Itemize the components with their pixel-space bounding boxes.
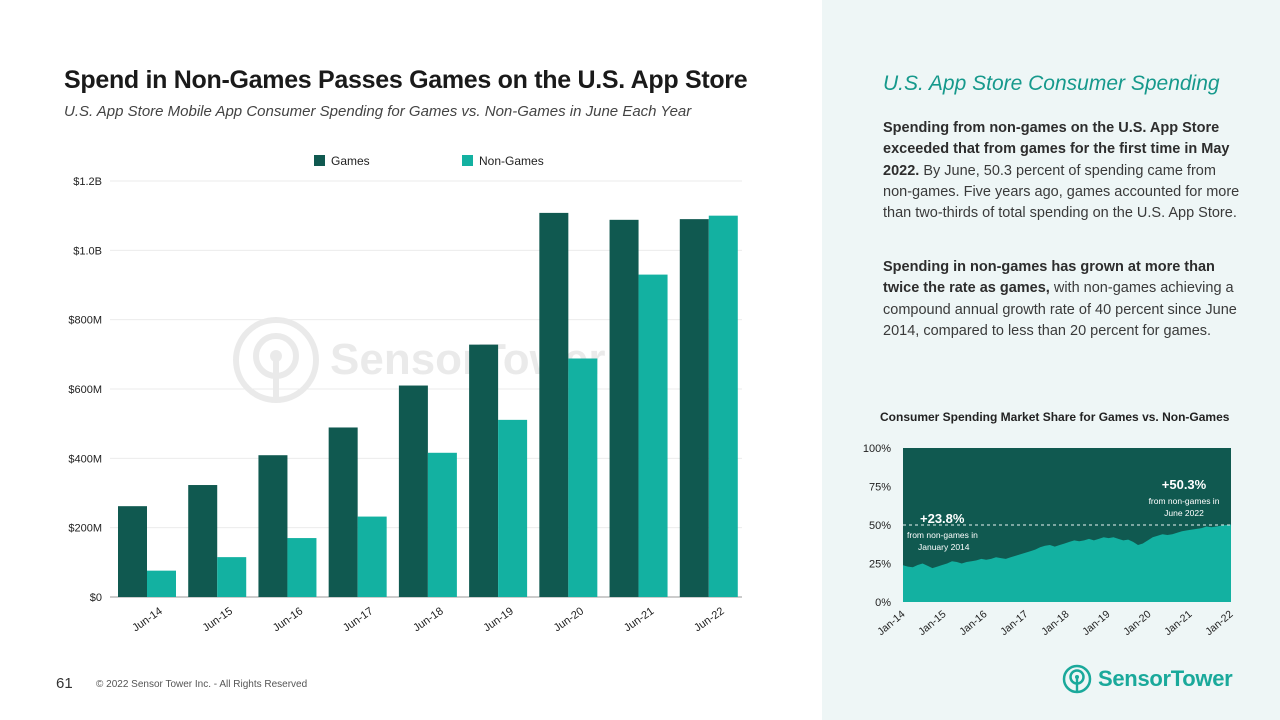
bar-games-jun-19 — [469, 344, 499, 597]
page-title: Spend in Non-Games Passes Games on the U… — [64, 66, 748, 94]
panel-paragraph-1-text: By June, 50.3 percent of spending came f… — [883, 162, 1240, 222]
page-subtitle: U.S. App Store Mobile App Consumer Spend… — [64, 103, 692, 120]
bar-x-tick-label: Jun-16 — [271, 605, 305, 634]
share-x-tick-label: Jan-14 — [875, 608, 907, 638]
bar-x-tick-label: Jun-22 — [692, 605, 726, 634]
legend-label-games: Games — [331, 154, 370, 168]
bar-non-games-jun-20 — [568, 358, 598, 597]
bar-non-games-jun-17 — [357, 516, 387, 597]
bar-games-jun-16 — [258, 455, 288, 597]
share-x-tick-label: Jan-20 — [1121, 608, 1153, 638]
bar-non-games-jun-15 — [217, 557, 247, 597]
bar-y-tick-label: $600M — [68, 384, 102, 396]
share-x-tick-label: Jan-19 — [1080, 608, 1112, 638]
bar-marks — [118, 212, 738, 597]
legend-label-non-games: Non-Games — [479, 154, 544, 168]
bar-non-games-jun-14 — [147, 570, 176, 597]
bar-y-tick-label: $1.0B — [73, 245, 102, 257]
share-chart-title: Consumer Spending Market Share for Games… — [880, 410, 1230, 424]
bar-x-tick-label: Jun-14 — [130, 605, 164, 634]
share-annotation-text: June 2022 — [1164, 508, 1204, 518]
bar-y-tick-label: $0 — [90, 592, 102, 604]
page-number: 61 — [56, 675, 73, 692]
panel-title: U.S. App Store Consumer Spending — [883, 72, 1220, 95]
share-y-tick-label: 75% — [869, 482, 891, 494]
bar-games-jun-21 — [609, 219, 639, 597]
bar-games-jun-20 — [539, 212, 569, 597]
bar-y-axis: $0 $200M $400M $600M $800M $1.0B $1.2B — [68, 176, 102, 604]
share-x-tick-label: Jan-21 — [1162, 608, 1194, 638]
share-y-tick-label: 0% — [875, 597, 891, 609]
bar-legend: Games Non-Games — [314, 154, 544, 168]
bar-y-tick-label: $200M — [68, 523, 102, 535]
bar-games-jun-17 — [328, 427, 358, 597]
bar-x-tick-label: Jun-19 — [481, 605, 515, 634]
share-x-tick-label: Jan-15 — [916, 608, 948, 638]
share-x-tick-label: Jan-16 — [957, 608, 989, 638]
bar-y-tick-label: $400M — [68, 453, 102, 465]
bar-non-games-jun-19 — [498, 419, 528, 597]
panel-paragraph-2-text: with non-games achieving a compound annu… — [883, 280, 1237, 339]
share-y-tick-label: 50% — [869, 520, 891, 532]
bar-x-tick-label: Jun-18 — [411, 605, 445, 634]
bar-x-tick-label: Jun-17 — [341, 605, 375, 634]
bar-games-jun-22 — [679, 219, 709, 597]
share-x-tick-label: Jan-17 — [998, 608, 1030, 638]
sensor-tower-logo-icon — [1062, 664, 1092, 694]
share-annotation-text: from non-games in — [1149, 496, 1220, 506]
bar-non-games-jun-21 — [638, 274, 668, 597]
share-y-tick-label: 100% — [863, 443, 891, 455]
share-plot — [903, 448, 1231, 602]
bar-games-jun-15 — [188, 485, 218, 597]
legend-swatch-non-games — [462, 155, 473, 166]
bar-x-tick-label: Jun-21 — [622, 605, 656, 634]
share-annotation-value: +23.8% — [920, 511, 965, 526]
panel-paragraph-2-bold: Spending in non-games has grown at more … — [883, 259, 1215, 297]
bar-x-tick-label: Jun-15 — [201, 605, 235, 634]
share-non-games-area — [903, 524, 1231, 602]
bar-non-games-jun-18 — [427, 452, 457, 597]
bar-games-jun-18 — [398, 385, 428, 597]
copyright: © 2022 Sensor Tower Inc. - All Rights Re… — [96, 679, 308, 690]
share-annotation-value: +50.3% — [1162, 477, 1207, 492]
brand-logo: SensorTower — [1062, 664, 1233, 694]
share-annotation-text: January 2014 — [918, 542, 970, 552]
share-x-axis: Jan-14 Jan-15 Jan-16 Jan-17 Jan-18 Jan-19 Jan-… — [875, 608, 1235, 638]
bar-non-games-jun-22 — [708, 215, 738, 597]
bar-non-games-jun-16 — [287, 538, 317, 597]
brand-name: SensorTower — [1098, 666, 1233, 691]
bar-games-jun-14 — [118, 506, 147, 597]
bar-chart: $0$200M$400M$600M$800M$1.0B$1.2B Jun-14 J… — [68, 154, 742, 634]
bar-y-tick-label: $800M — [68, 315, 102, 327]
share-annotation-text: from non-games in — [907, 530, 978, 540]
bar-y-tick-label: $1.2B — [73, 176, 102, 188]
share-y-axis: 100% 75% 50% 25% 0% — [863, 443, 891, 609]
bar-x-axis: Jun-14 Jun-15 Jun-16 Jun-17 Jun-18 Jun-19 Jun-… — [130, 605, 726, 634]
legend-swatch-games — [314, 155, 325, 166]
share-x-tick-label: Jan-22 — [1203, 608, 1235, 638]
share-annotations: +23.8% from non-games in January 2014 +50.3… — [907, 477, 1220, 552]
share-y-tick-label: 25% — [869, 559, 891, 571]
panel-paragraph-1-bold: Spending from non-games on the U.S. App … — [883, 120, 1230, 179]
bar-x-tick-label: Jun-20 — [552, 605, 586, 634]
panel-paragraph-1: Spending from non-games on the U.S. App … — [883, 118, 1243, 224]
panel-paragraph-2: Spending in non-games has grown at more … — [883, 257, 1243, 342]
share-chart: 100% 75% 50% 25% 0% Jan-14 Jan-15 Jan-16 Jan-17… — [863, 443, 1236, 638]
share-x-tick-label: Jan-18 — [1039, 608, 1071, 638]
